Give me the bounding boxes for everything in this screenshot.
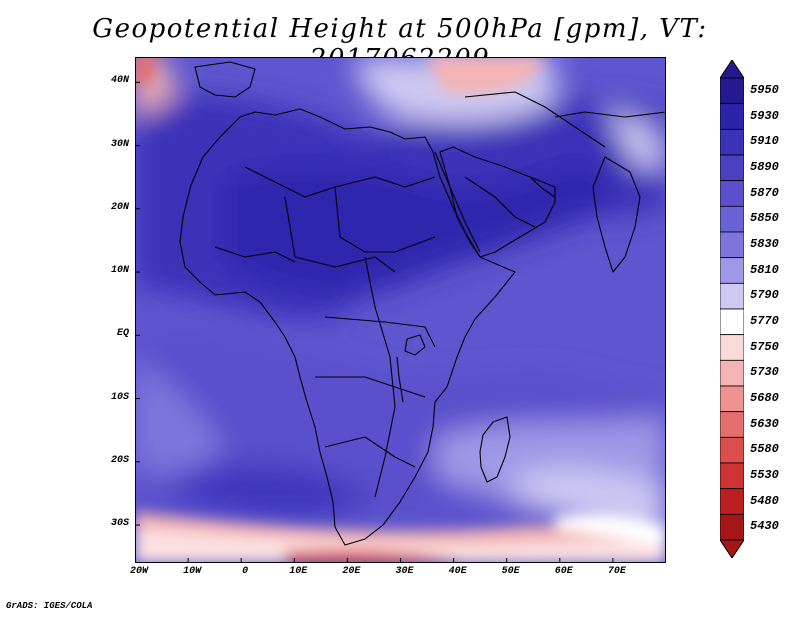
colorbar-level-label: 5580 [750, 442, 779, 457]
iberia-outline [194, 61, 256, 98]
credit-text: GrADS: IGES/COLA [6, 601, 93, 611]
colorbar-cell [720, 385, 744, 413]
red-patch-south [285, 550, 465, 563]
border-3 [334, 186, 436, 253]
height-field-map [135, 57, 666, 563]
colorbar-cell [720, 359, 744, 387]
lon-label: 10E [289, 566, 308, 577]
madagascar-outline [479, 416, 511, 483]
lake-victoria [404, 334, 426, 356]
lon-label: 20W [129, 566, 148, 577]
border-10 [554, 111, 666, 118]
lon-label: 40E [448, 566, 467, 577]
lon-label: 70E [607, 566, 626, 577]
persian-gulf [529, 176, 556, 198]
white-band-south [135, 529, 666, 563]
red-sea [434, 151, 481, 253]
colorbar-cell [720, 180, 744, 207]
colorbar-level-label: 5430 [750, 519, 779, 534]
arabia-outline [439, 146, 556, 258]
border-11 [464, 91, 606, 148]
colorbar-cell [720, 205, 744, 233]
colorbar-level-label: 5790 [750, 288, 779, 303]
colorbar-top-arrow [720, 60, 744, 79]
colorbar-level-label: 5870 [750, 185, 779, 200]
colorbar-cell [720, 334, 744, 361]
colorbar-cell [720, 462, 744, 490]
lake-tanganyika [396, 356, 404, 403]
colorbar-cell [720, 436, 744, 464]
lat-label: 20N [110, 201, 129, 213]
colorbar-level-label: 5810 [750, 262, 779, 277]
coastlines [179, 61, 666, 546]
colorbar-level-label: 5890 [750, 159, 779, 174]
colorbar [720, 60, 744, 558]
lat-label: 30N [110, 138, 129, 150]
lon-label: 60E [554, 566, 573, 577]
map-panel [135, 57, 666, 563]
colorbar-cell [720, 411, 744, 438]
colorbar-cell [720, 231, 744, 259]
colorbar-level-label: 5850 [750, 211, 779, 226]
border-8 [214, 246, 296, 263]
colorbar-level-label: 5480 [750, 493, 779, 508]
lat-label: 10S [110, 391, 129, 403]
colorbar-cell [720, 154, 744, 182]
pale-patch-northeast [605, 107, 666, 167]
axis-ticks [135, 81, 614, 563]
lat-label: 40N [110, 75, 129, 87]
low-patch-southwest [135, 357, 225, 473]
colorbar-level-label: 5950 [750, 82, 779, 97]
lon-label: 20E [342, 566, 361, 577]
colorbar-level-label: 5630 [750, 416, 779, 431]
lon-label: 50E [501, 566, 520, 577]
border-2 [284, 196, 396, 273]
colorbar-cell [720, 488, 744, 515]
white-patch-southeast [555, 512, 666, 547]
lat-label: 30S [110, 518, 129, 530]
colorbar-cell [720, 77, 744, 105]
colorbar-cell [720, 513, 744, 541]
border-6 [324, 436, 416, 468]
colorbar-cell [720, 103, 744, 130]
red-corner-northwest [135, 57, 155, 87]
high-patch-south-atlantic [180, 465, 375, 516]
colorbar-level-label: 5770 [750, 313, 779, 328]
colorbar-cell [720, 128, 744, 156]
lat-label: EQ [116, 328, 129, 340]
border-9 [464, 176, 536, 228]
lat-label: 10N [110, 265, 129, 277]
colorbar-level-label: 5530 [750, 467, 779, 482]
border-1 [244, 166, 436, 198]
border-5 [315, 376, 426, 398]
border-4 [324, 316, 436, 348]
colorbar-level-label: 5930 [750, 108, 779, 123]
border-7 [364, 256, 396, 498]
africa-outline [179, 108, 516, 546]
colorbar-level-label: 5680 [750, 390, 779, 405]
colorbar-level-label: 5830 [750, 236, 779, 251]
lon-label: 10W [183, 566, 202, 577]
colorbar-level-label: 5730 [750, 365, 779, 380]
colorbar-bottom-arrow [720, 539, 744, 558]
colorbar-level-label: 5750 [750, 339, 779, 354]
high-core-sahara [225, 164, 608, 296]
lon-label: 30E [395, 566, 414, 577]
india-outline [592, 156, 641, 273]
colorbar-cell [720, 308, 744, 336]
lat-label: 20S [110, 454, 129, 466]
colorbar-cell [720, 282, 744, 310]
colorbar-cell [720, 257, 744, 284]
colorbar-level-label: 5910 [750, 134, 779, 149]
pink-patch-balkans [425, 57, 545, 94]
lon-label: 0 [242, 566, 249, 577]
